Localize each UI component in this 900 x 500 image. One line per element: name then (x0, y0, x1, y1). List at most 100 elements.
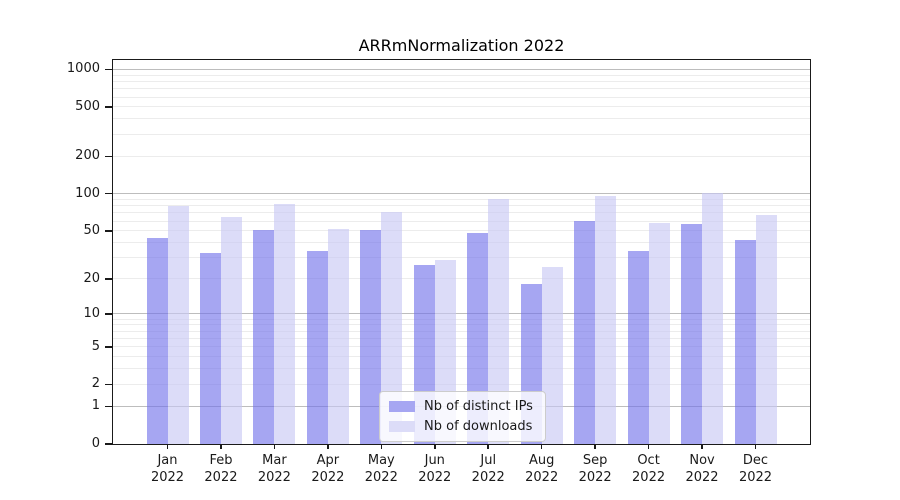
plot-area: Nb of distinct IPs Nb of downloads (112, 59, 811, 445)
gridline-minor (113, 96, 810, 98)
legend-label-downloads: Nb of downloads (424, 419, 533, 434)
gridline-minor (113, 118, 810, 120)
bar-downloads-may (381, 212, 403, 444)
x-tick-label: Jan 2022 (150, 453, 185, 485)
legend-label-distinct-ips: Nb of distinct IPs (424, 399, 533, 414)
gridline-major (113, 193, 810, 195)
x-tick (540, 445, 543, 449)
gridline-minor (113, 318, 810, 320)
bar-distinct-ips-may (360, 229, 382, 444)
x-tick-label: Jun 2022 (418, 453, 452, 485)
y-tick-label: 10 (83, 305, 100, 321)
y-tick (105, 383, 112, 386)
legend-swatch-downloads (389, 421, 415, 432)
bar-downloads-aug (541, 267, 563, 444)
gridline-minor (113, 205, 810, 207)
gridline-minor (113, 278, 810, 280)
y-tick (105, 106, 112, 108)
y-tick (105, 192, 112, 195)
bar-distinct-ips-mar (253, 229, 275, 444)
gridline-minor (113, 88, 810, 90)
legend-swatch-distinct-ips (389, 401, 415, 412)
gridline-minor (113, 324, 810, 326)
y-tick (105, 230, 112, 232)
y-tick (105, 405, 112, 408)
bar-downloads-nov (702, 192, 724, 444)
gridline-major (113, 313, 810, 315)
y-tick (105, 313, 112, 315)
bar-downloads-sep (595, 195, 617, 444)
y-tick-label: 100 (75, 185, 100, 201)
legend: Nb of distinct IPs Nb of downloads (379, 391, 546, 442)
bar-downloads-jan (167, 205, 189, 444)
bar-downloads-jul (488, 198, 510, 444)
y-tick (105, 346, 112, 348)
y-tick-label: 500 (75, 98, 100, 114)
y-tick (105, 155, 112, 158)
gridline-major (113, 68, 810, 70)
bar-downloads-oct (648, 222, 670, 444)
bar-distinct-ips-nov (681, 223, 703, 444)
x-tick-label: Oct 2022 (632, 453, 666, 485)
y-tick-label: 1 (91, 398, 100, 414)
x-tick (273, 445, 276, 449)
x-tick-label: May 2022 (364, 453, 398, 485)
bar-downloads-apr (327, 228, 349, 444)
x-tick-label: Apr 2022 (311, 453, 345, 485)
x-tick (434, 445, 436, 449)
x-tick-label: Jul 2022 (471, 453, 505, 485)
x-tick (647, 445, 650, 449)
gridline-minor (113, 74, 810, 76)
gridline-minor (113, 198, 810, 200)
y-tick (105, 68, 112, 71)
y-tick-label: 1000 (66, 61, 100, 77)
x-tick-label: Aug 2022 (525, 453, 559, 485)
y-tick (105, 278, 112, 280)
gridline-minor (113, 368, 810, 370)
x-tick (701, 445, 703, 449)
legend-entry-downloads: Nb of downloads (389, 419, 533, 434)
x-tick (754, 445, 757, 449)
x-tick (166, 445, 169, 449)
gridline-minor (113, 242, 810, 244)
gridline-minor (113, 330, 810, 332)
y-tick-label: 200 (75, 148, 100, 164)
y-tick-label: 0 (91, 436, 100, 451)
x-tick-label: Sep 2022 (578, 453, 612, 485)
x-tick (594, 445, 596, 449)
gridline-minor (113, 230, 810, 232)
y-tick (105, 443, 112, 445)
x-tick (220, 445, 222, 449)
gridline-minor (113, 155, 810, 157)
bar-distinct-ips-feb (199, 252, 221, 444)
gridline-minor (113, 337, 810, 339)
gridline-minor (113, 346, 810, 348)
bar-distinct-ips-jan (146, 237, 168, 444)
gridline-minor (113, 220, 810, 222)
x-tick-label: Dec 2022 (738, 453, 773, 485)
x-tick (327, 445, 329, 449)
gridline-minor (113, 212, 810, 214)
x-tick (380, 445, 383, 449)
gridline-minor (113, 383, 810, 385)
chart-title: ARRmNormalization 2022 (358, 36, 565, 55)
x-tick-label: Nov 2022 (685, 453, 719, 485)
x-tick-label: Feb 2022 (204, 453, 238, 485)
gridline-minor (113, 80, 810, 82)
x-tick (487, 445, 489, 449)
legend-entry-distinct-ips: Nb of distinct IPs (389, 399, 533, 414)
gridline-minor (113, 106, 810, 108)
bar-distinct-ips-dec (734, 240, 756, 444)
bar-downloads-feb (220, 216, 242, 444)
y-tick-label: 20 (83, 270, 100, 286)
gridline-minor (113, 134, 810, 135)
bar-distinct-ips-apr (306, 251, 328, 444)
y-tick-label: 2 (91, 376, 100, 392)
gridline-minor (113, 356, 810, 358)
x-tick-label: Mar 2022 (257, 453, 291, 485)
bar-distinct-ips-sep (574, 221, 596, 444)
y-tick-label: 5 (91, 338, 100, 354)
gridline-minor (113, 257, 810, 259)
bar-downloads-mar (274, 204, 296, 444)
